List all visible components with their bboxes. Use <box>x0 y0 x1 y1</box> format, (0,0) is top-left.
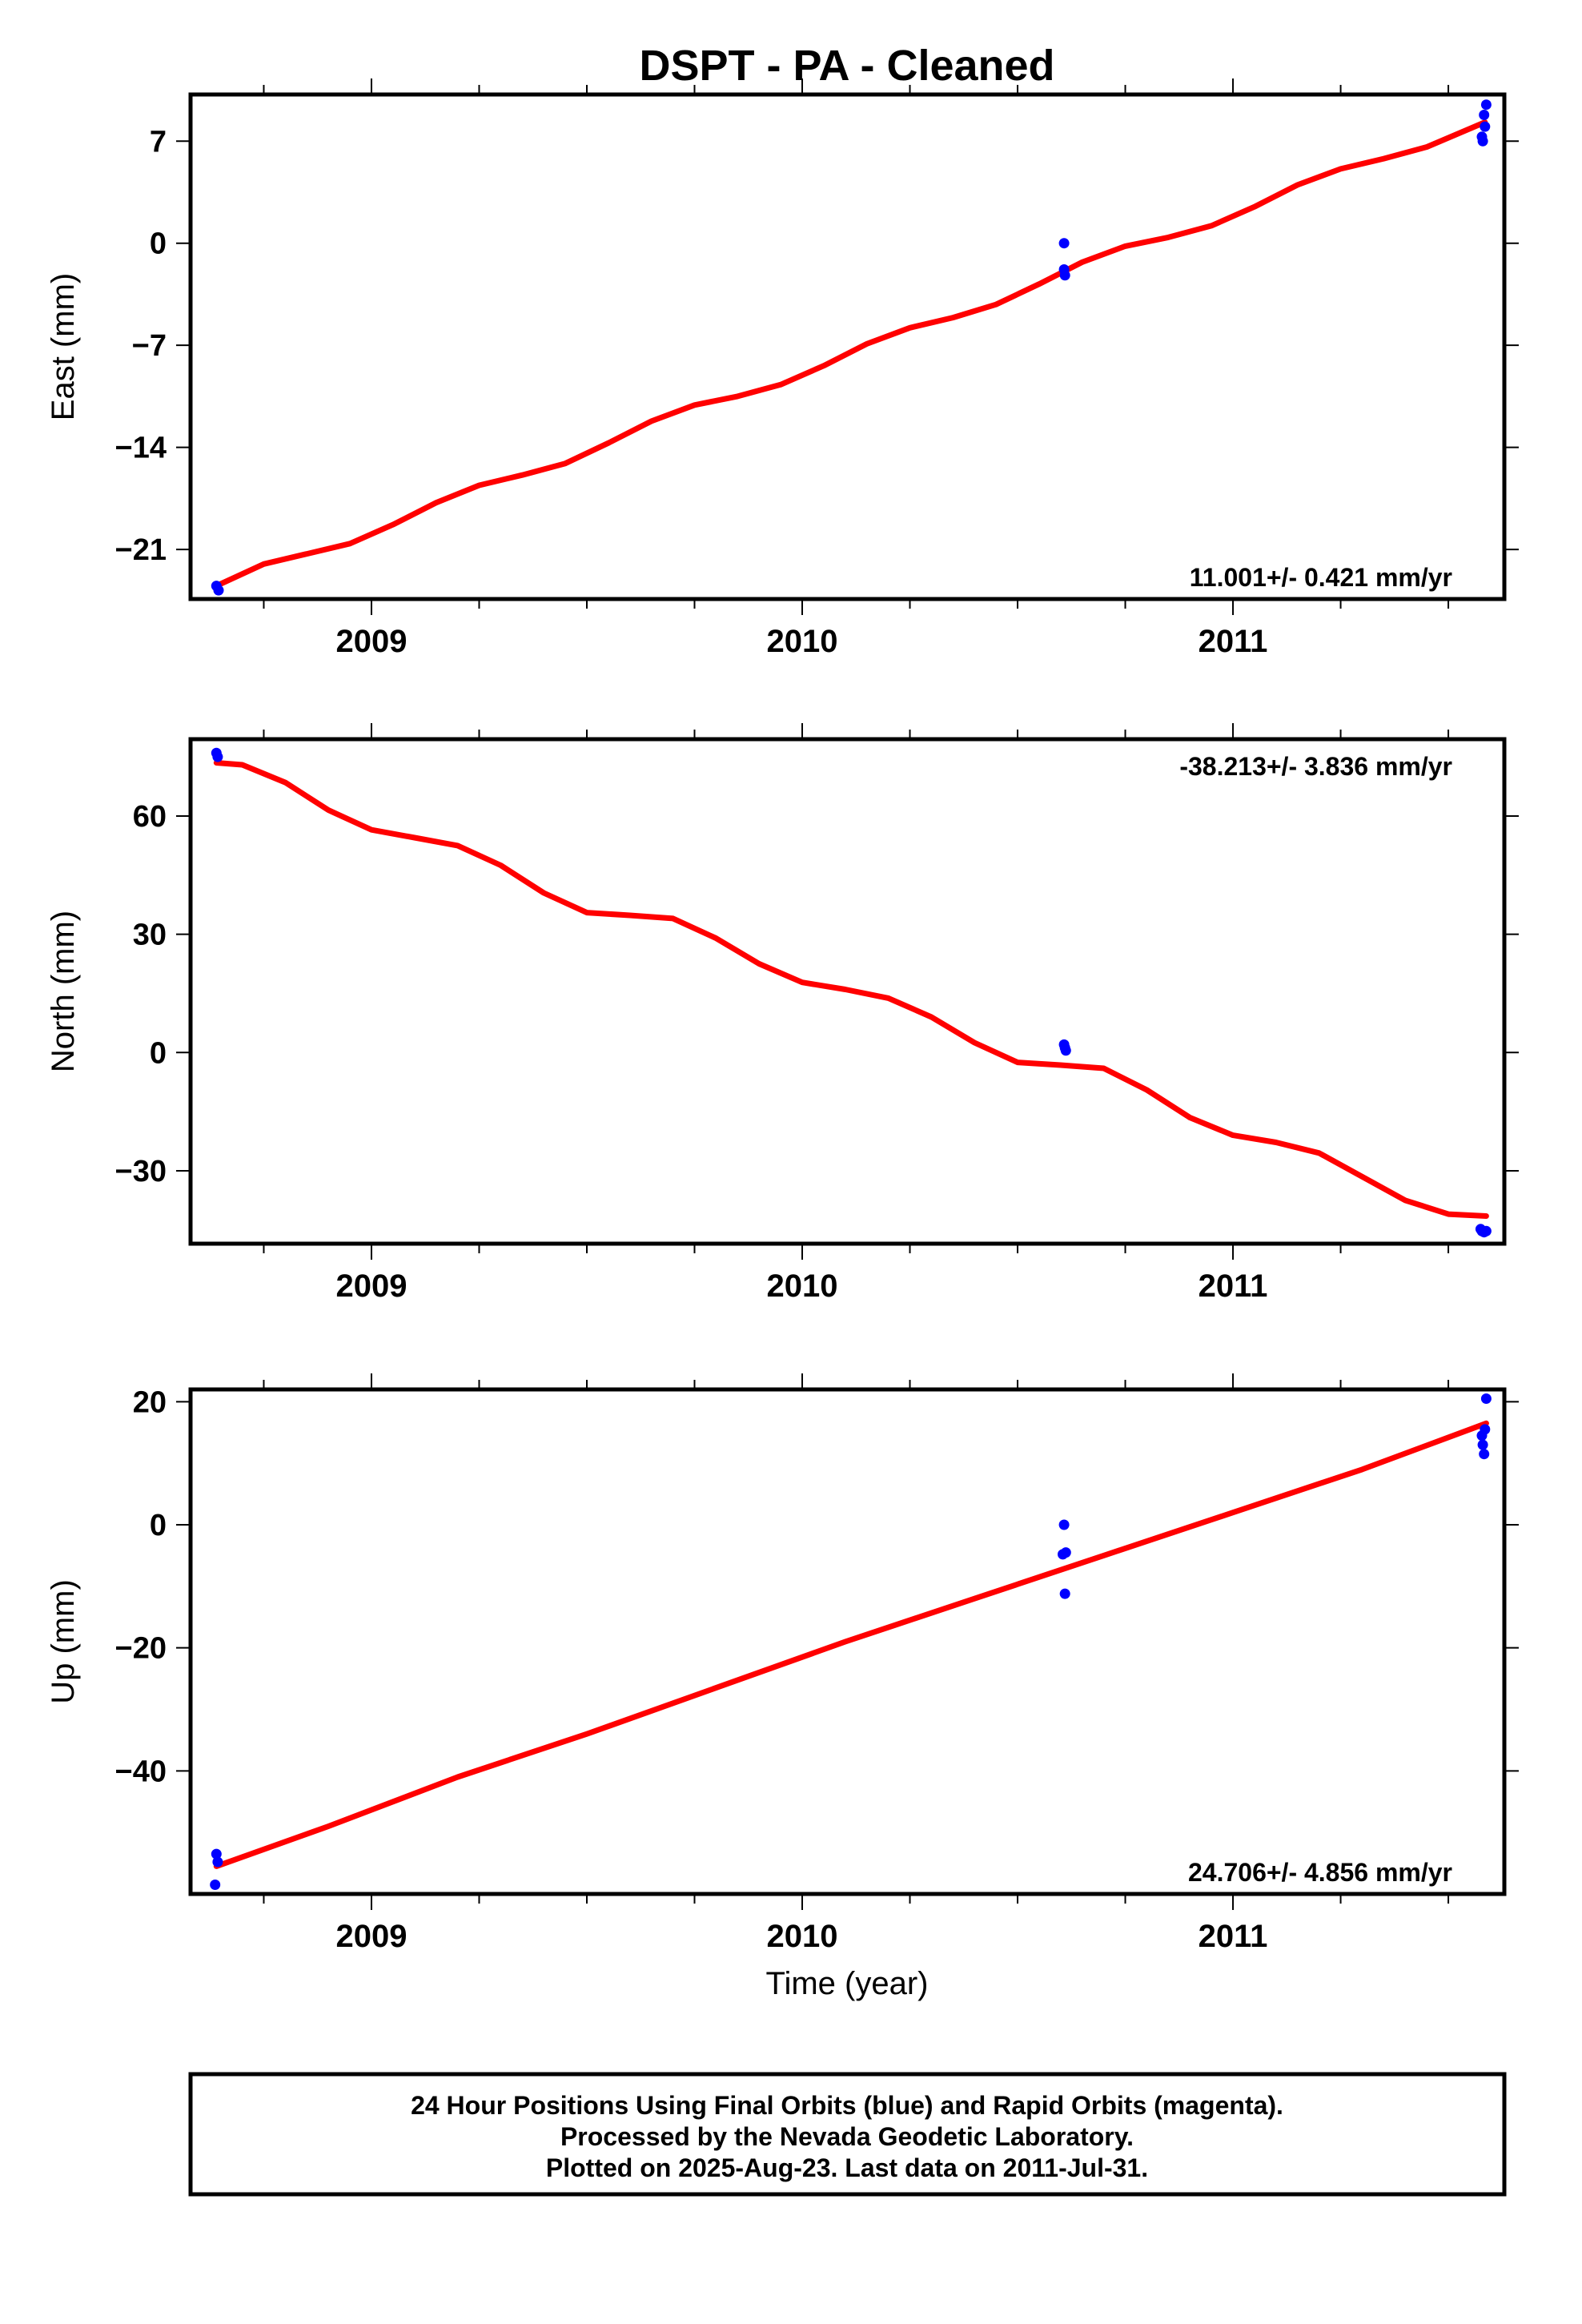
up-ytick-label: −40 <box>115 1755 167 1788</box>
north-data-point <box>212 751 223 762</box>
up-data-point <box>1058 1519 1070 1530</box>
up-fit-line <box>213 1420 1489 1869</box>
up-ytick-label: 0 <box>150 1509 167 1542</box>
footer-line-1: 24 Hour Positions Using Final Orbits (bl… <box>411 2091 1283 2120</box>
east-data-point <box>1058 238 1070 249</box>
up-data-point <box>211 1848 222 1860</box>
north-xtick-label: 2010 <box>767 1269 838 1304</box>
east-rate-label: 11.001+/- 0.421 mm/yr <box>1190 563 1452 592</box>
east-ytick-label: 7 <box>150 125 167 159</box>
up-data-point <box>1477 1439 1488 1450</box>
up-data-point <box>1480 1393 1492 1404</box>
up-data-point <box>212 1856 223 1868</box>
east-frame <box>188 92 1507 601</box>
up-y-axis-label: Up (mm) <box>46 1579 81 1704</box>
north-rate-label: -38.213+/- 3.836 mm/yr <box>1179 752 1452 781</box>
up-rate-label: 24.706+/- 4.856 mm/yr <box>1188 1858 1452 1887</box>
east-ytick-label: 0 <box>150 227 167 261</box>
east-fit-line <box>213 119 1488 589</box>
east-y-axis-label: East (mm) <box>46 273 81 420</box>
up-ytick-label: 20 <box>133 1385 167 1419</box>
north-data-point <box>1060 1045 1071 1056</box>
east-data-point <box>1480 121 1491 132</box>
east-ytick-label: −21 <box>115 533 167 567</box>
up-data-point <box>1479 1449 1490 1460</box>
east-ytick-label: −7 <box>132 329 167 363</box>
north-frame <box>188 737 1507 1246</box>
footer-box <box>188 2072 1507 2197</box>
north-ytick-label: 60 <box>133 800 167 834</box>
footer-line-3: Plotted on 2025-Aug-23. Last data on 201… <box>546 2153 1148 2182</box>
east-data-point <box>1059 270 1070 281</box>
north-y-axis-label: North (mm) <box>46 911 81 1072</box>
up-xtick-label: 2010 <box>767 1919 838 1954</box>
north-panel: 2009 2010 2011 60 30 0 −30 North (mm) -38.213+/-… <box>46 723 1519 1304</box>
up-data-point <box>1480 1424 1491 1435</box>
footer-line-2: Processed by the Nevada Geodetic Laborat… <box>560 2122 1134 2151</box>
east-xtick-label: 2011 <box>1199 624 1268 659</box>
east-panel: 2009 2010 2011 7 0 −7 −14 −21 East (mm) 11.001+/-… <box>46 78 1519 659</box>
up-xtick-label: 2009 <box>335 1919 407 1954</box>
north-ytick-label: 0 <box>150 1036 167 1070</box>
north-ytick-label: −30 <box>115 1155 167 1188</box>
up-xtick-label: 2011 <box>1199 1919 1268 1954</box>
east-data-point <box>1480 99 1492 111</box>
up-frame <box>188 1387 1507 1896</box>
north-xtick-label: 2011 <box>1199 1269 1268 1304</box>
east-xtick-label: 2010 <box>767 624 838 659</box>
up-panel: 2009 2010 2011 20 0 −20 −40 Up (mm) 24.706+/- 4.… <box>46 1373 1519 1954</box>
east-data-point <box>1479 110 1490 120</box>
north-data-point <box>1480 1225 1492 1236</box>
north-xtick-label: 2009 <box>335 1269 407 1304</box>
up-data-point <box>210 1880 221 1890</box>
up-data-point <box>1060 1547 1071 1558</box>
chart-title: DSPT - PA - Cleaned <box>639 42 1054 90</box>
east-data-point <box>213 585 224 596</box>
north-ytick-label: 30 <box>133 919 167 952</box>
up-data-point <box>1059 1588 1070 1599</box>
east-ytick-label: −14 <box>115 432 167 465</box>
east-data-point <box>1477 135 1488 147</box>
x-axis-label: Time (year) <box>766 1966 929 2001</box>
up-ytick-label: −20 <box>115 1632 167 1666</box>
north-fit-line <box>213 760 1489 1219</box>
east-xtick-label: 2009 <box>335 624 407 659</box>
